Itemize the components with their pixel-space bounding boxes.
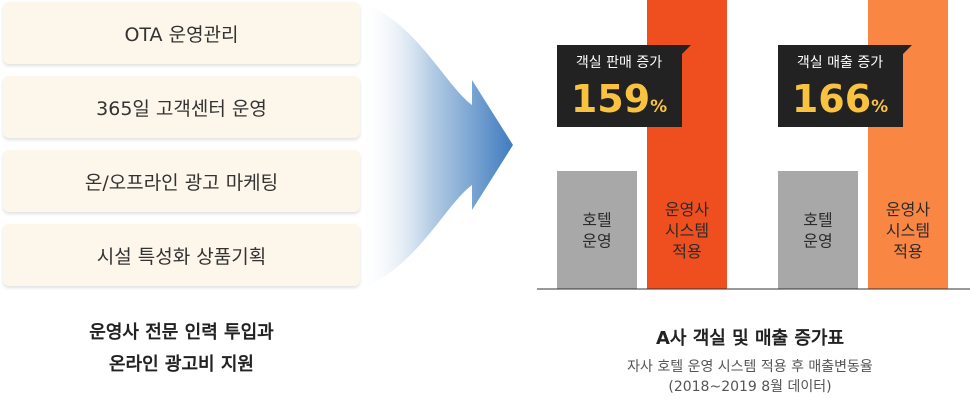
bar-label: 운영사 [886, 200, 930, 219]
badge-title: 객실 매출 증가 [797, 55, 883, 71]
left-caption-line1: 운영사 전문 인력 투입과 [89, 322, 274, 343]
chart-subtitle-line2: (2018~2019 8월 데이터) [668, 379, 832, 395]
bar-label: 운영 [582, 232, 611, 251]
service-item-marketing: 온/오프라인 광고 마케팅 [3, 150, 360, 212]
service-item-call-center: 365일 고객센터 운영 [3, 76, 360, 138]
badge-title: 객실 판매 증가 [576, 55, 662, 71]
badge-value: 159% [571, 77, 667, 121]
badge-value: 166% [792, 77, 888, 121]
chart-subtitle-line1: 자사 호텔 운영 시스템 적용 후 매출변동율 [627, 359, 873, 375]
service-label: 시설 특성화 상품기획 [96, 245, 267, 268]
arrow-right-icon [360, 2, 513, 288]
bar-label: 호텔 [803, 211, 832, 230]
badge-notch [675, 45, 691, 54]
bar [557, 171, 637, 289]
left-caption-line2: 온라인 광고비 지원 [108, 354, 254, 375]
chart-title: A사 객실 및 매출 증가표 [655, 328, 845, 349]
bar-label: 운영사 [665, 200, 709, 219]
bar-label: 적용 [672, 242, 701, 261]
service-label: OTA 운영관리 [124, 23, 239, 46]
bar [778, 171, 858, 289]
bar-label: 적용 [893, 242, 922, 261]
service-label: 온/오프라인 광고 마케팅 [84, 171, 279, 194]
bar-label: 운영 [803, 232, 832, 251]
service-item-ota: OTA 운영관리 [3, 2, 360, 64]
badge-box [778, 45, 903, 127]
badge-box [557, 45, 682, 127]
bar-label: 호텔 [582, 211, 611, 230]
badge-notch [896, 45, 912, 54]
bar-label: 시스템 [665, 221, 709, 240]
bar-label: 시스템 [886, 221, 930, 240]
service-label: 365일 고객센터 운영 [96, 97, 267, 120]
service-item-product: 시설 특성화 상품기획 [3, 224, 360, 286]
